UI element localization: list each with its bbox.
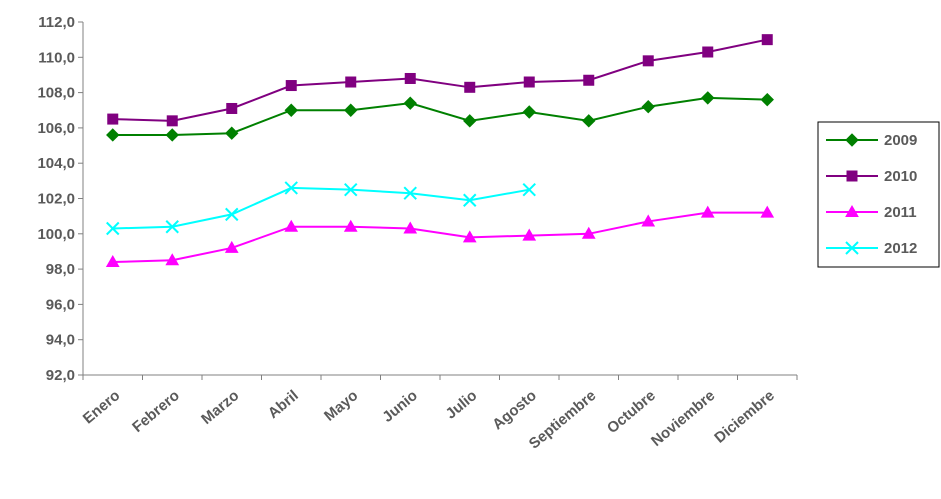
legend-item-2011: 2011 — [826, 204, 917, 221]
data-point-2009 — [701, 91, 715, 105]
data-point-2011 — [343, 219, 358, 232]
series-2010 — [107, 34, 773, 127]
data-point-2009 — [284, 103, 298, 117]
series-2012 — [106, 181, 536, 236]
series-2011 — [105, 205, 775, 268]
y-axis: 92,0 94,0 96,0 98,0 100,0 102,0 104,0 106,0 108,… — [37, 14, 84, 384]
x-tick-label: Agosto — [489, 387, 540, 433]
legend-label: 2010 — [884, 168, 917, 185]
data-point-2011 — [581, 226, 596, 239]
data-point-2009 — [582, 114, 596, 128]
data-point-2011 — [224, 240, 239, 253]
data-point-2012 — [225, 207, 239, 222]
data-point-2011 — [462, 230, 477, 243]
data-point-2010 — [761, 34, 773, 46]
legend-marker-icon — [846, 170, 858, 182]
data-point-2010 — [166, 115, 178, 127]
y-tick-label: 112,0 — [38, 14, 75, 31]
data-point-2010 — [285, 80, 297, 92]
data-point-2012 — [106, 221, 120, 236]
data-point-2012 — [403, 186, 417, 200]
x-tick-label: Octubre — [604, 387, 659, 437]
x-tick-label: Marzo — [198, 387, 242, 428]
x-tick-label: Mayo — [321, 387, 361, 425]
data-point-2012 — [165, 220, 179, 234]
data-point-2012 — [463, 193, 477, 207]
data-point-2011 — [165, 253, 180, 266]
data-point-2010 — [107, 113, 119, 125]
y-tick-label: 100,0 — [37, 226, 75, 243]
series-layer — [105, 34, 775, 268]
legend-marker-icon — [845, 241, 859, 255]
legend-marker-icon — [845, 133, 859, 147]
data-point-2009 — [641, 100, 655, 114]
legend-label: 2009 — [884, 132, 917, 149]
legend-item-2009: 2009 — [826, 132, 917, 149]
data-point-2012 — [284, 181, 298, 195]
x-tick-label: Julio — [443, 387, 481, 423]
data-point-2009 — [760, 92, 774, 107]
series-line-2009 — [112, 96, 768, 136]
legend-item-2010: 2010 — [826, 168, 917, 185]
series-line-2011 — [112, 211, 768, 264]
series-2009 — [106, 91, 774, 142]
legend-marker-icon — [845, 204, 859, 217]
y-tick-label: 94,0 — [46, 332, 75, 349]
legend-label: 2011 — [884, 204, 917, 221]
y-tick-label: 104,0 — [37, 155, 75, 172]
data-point-2010 — [464, 81, 476, 93]
data-point-2012 — [344, 182, 358, 197]
y-tick-label: 98,0 — [46, 261, 75, 278]
data-point-2009 — [344, 103, 358, 117]
y-tick-label: 110,0 — [38, 49, 75, 66]
legend-box — [817, 121, 940, 268]
x-tick-label: Junio — [379, 387, 421, 426]
data-point-2010 — [345, 76, 357, 88]
data-point-2009 — [165, 128, 179, 142]
data-point-2010 — [702, 46, 714, 58]
x-tick-label: Abril — [265, 387, 302, 422]
data-point-2011 — [403, 221, 418, 234]
data-point-2009 — [403, 96, 417, 110]
data-point-2009 — [522, 105, 536, 119]
data-point-2010 — [642, 55, 654, 67]
data-point-2012 — [522, 182, 536, 197]
data-point-2010 — [404, 72, 416, 84]
series-line-2010 — [112, 38, 768, 122]
data-point-2011 — [522, 228, 537, 241]
y-tick-label: 106,0 — [37, 120, 75, 137]
x-tick-label: Noviembre — [648, 387, 718, 450]
x-tick-label: Diciembre — [711, 387, 778, 447]
data-point-2010 — [523, 76, 535, 88]
legend: 2009 2010 2011 2012 — [817, 121, 940, 268]
x-tick-label: Febrero — [129, 387, 183, 436]
series-line-2012 — [112, 186, 530, 230]
data-point-2010 — [583, 74, 595, 86]
data-point-2009 — [225, 126, 239, 140]
data-point-2011 — [641, 214, 656, 227]
legend-label: 2012 — [884, 240, 917, 257]
data-point-2011 — [700, 205, 715, 218]
data-point-2011 — [760, 205, 775, 218]
data-point-2011 — [284, 219, 299, 232]
legend-item-2012: 2012 — [826, 240, 917, 257]
data-point-2009 — [463, 114, 477, 128]
x-axis: Enero Febrero Marzo Abril Mayo Junio Julio Agos… — [80, 374, 798, 453]
y-tick-label: 92,0 — [46, 367, 75, 384]
data-point-2010 — [226, 102, 238, 114]
x-tick-label: Enero — [80, 387, 123, 427]
data-point-2009 — [106, 128, 120, 142]
data-point-2011 — [105, 255, 120, 268]
y-tick-label: 96,0 — [46, 296, 75, 313]
y-tick-label: 102,0 — [37, 191, 75, 208]
y-tick-label: 108,0 — [37, 85, 75, 102]
